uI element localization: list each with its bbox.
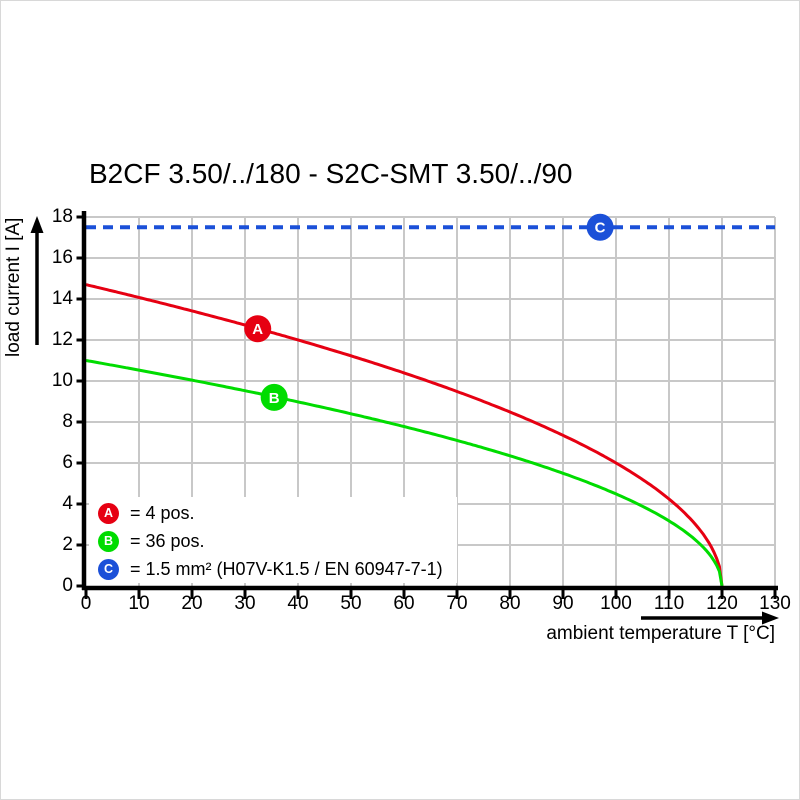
- y-axis-arrowhead-icon: [30, 216, 44, 233]
- legend-item-c: C = 1.5 mm² (H07V-K1.5 / EN 60947-7-1): [89, 555, 457, 583]
- marker-b-letter: B: [269, 390, 280, 407]
- x-tick-label: 110: [653, 593, 685, 614]
- x-tick-label: 40: [287, 593, 309, 614]
- y-tick-label: 4: [62, 493, 73, 514]
- legend-label-b: = 36 pos.: [130, 530, 205, 551]
- legend: A = 4 pos. B = 36 pos. C = 1.5 mm² (H07V…: [89, 497, 457, 583]
- y-tick-label: 2: [62, 534, 73, 555]
- marker-c-letter: C: [595, 220, 606, 237]
- curve-a: [85, 283, 724, 587]
- legend-label-c: = 1.5 mm² (H07V-K1.5 / EN 60947-7-1): [130, 558, 443, 579]
- y-tick-label: 10: [51, 370, 73, 391]
- x-tick-label: 100: [600, 593, 632, 614]
- y-tick-label: 14: [51, 288, 73, 309]
- y-tick-label: 12: [51, 329, 73, 350]
- x-tick-label: 120: [706, 593, 738, 614]
- x-tick-label: 90: [552, 593, 574, 614]
- series-a-marker-icon: A: [98, 502, 119, 524]
- series-a-letter: A: [103, 506, 114, 520]
- x-axis-arrowhead-icon: [762, 611, 779, 625]
- x-tick-label: 130: [759, 593, 791, 614]
- curve-b: [85, 359, 724, 587]
- x-tick-label: 10: [128, 593, 150, 614]
- y-tick-label: 8: [62, 411, 73, 432]
- marker-c-icon: [586, 213, 614, 241]
- series-c-marker-icon: C: [98, 558, 119, 580]
- y-tick-label: 6: [62, 452, 73, 473]
- x-tick-label: 80: [499, 593, 521, 614]
- x-tick-label: 50: [340, 593, 362, 614]
- series-b-letter: B: [103, 534, 114, 548]
- marker-a-letter: A: [252, 321, 263, 338]
- marker-a-icon: [244, 315, 272, 343]
- x-tick-label: 60: [393, 593, 415, 614]
- x-tick-label: 30: [234, 593, 256, 614]
- chart-title: B2CF 3.50/../180 - S2C-SMT 3.50/../90: [89, 158, 573, 189]
- legend-item-a: A = 4 pos.: [89, 499, 457, 527]
- series-b-marker-icon: B: [98, 530, 119, 552]
- legend-item-b: B = 36 pos.: [89, 527, 457, 555]
- x-tick-label: 0: [80, 593, 92, 614]
- y-tick-label: 18: [51, 206, 73, 227]
- x-tick-label: 20: [181, 593, 203, 614]
- y-tick-label: 16: [51, 247, 73, 268]
- series-c-letter: C: [103, 562, 114, 576]
- marker-b-icon: [260, 383, 288, 411]
- x-tick-label: 70: [446, 593, 468, 614]
- x-axis-label: ambient temperature T [°C]: [546, 623, 775, 644]
- y-tick-label: 0: [62, 575, 73, 596]
- legend-label-a: = 4 pos.: [130, 502, 195, 523]
